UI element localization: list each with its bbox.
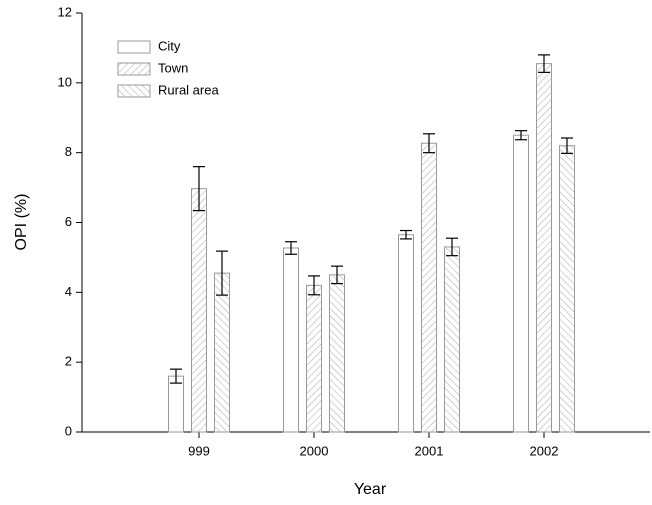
bar: [398, 234, 414, 433]
error-bar: [193, 166, 205, 212]
x-tick-label: 2002: [530, 443, 559, 458]
legend-label: Rural area: [158, 82, 219, 97]
legend-swatch: [117, 84, 151, 98]
bar: [329, 274, 345, 433]
bar: [306, 284, 322, 433]
error-bar: [561, 137, 573, 154]
bar: [513, 134, 529, 433]
bar: [283, 247, 299, 433]
y-tick-label: 0: [65, 423, 72, 438]
x-axis-title: Year: [354, 481, 387, 498]
error-bar: [400, 229, 412, 240]
error-bar: [308, 275, 320, 296]
error-bar: [285, 241, 297, 255]
error-bar: [515, 130, 527, 141]
y-tick-label: 6: [65, 214, 72, 229]
bar: [536, 63, 552, 433]
x-tick-label: 999: [188, 443, 210, 458]
legend-label: Town: [158, 60, 188, 75]
bar: [168, 375, 184, 433]
bar: [444, 246, 460, 433]
y-tick-label: 12: [58, 4, 72, 19]
y-tick-label: 4: [65, 284, 72, 299]
error-bar: [331, 265, 343, 285]
legend-swatch: [117, 40, 151, 54]
y-tick-label: 10: [58, 74, 72, 89]
bar: [214, 272, 230, 433]
legend-label: City: [158, 38, 181, 53]
error-bar: [216, 250, 228, 296]
legend-swatch: [117, 62, 151, 76]
x-tick-label: 2000: [300, 443, 329, 458]
y-axis-title: OPI (%): [13, 194, 30, 251]
error-bar: [423, 133, 435, 154]
bar: [191, 188, 207, 433]
y-tick-label: 2: [65, 354, 72, 369]
error-bar: [446, 237, 458, 257]
error-bar: [170, 368, 182, 384]
bar: [559, 145, 575, 433]
error-bar: [538, 54, 550, 73]
x-tick-label: 2001: [415, 443, 444, 458]
bar: [421, 142, 437, 433]
y-tick-label: 8: [65, 144, 72, 159]
